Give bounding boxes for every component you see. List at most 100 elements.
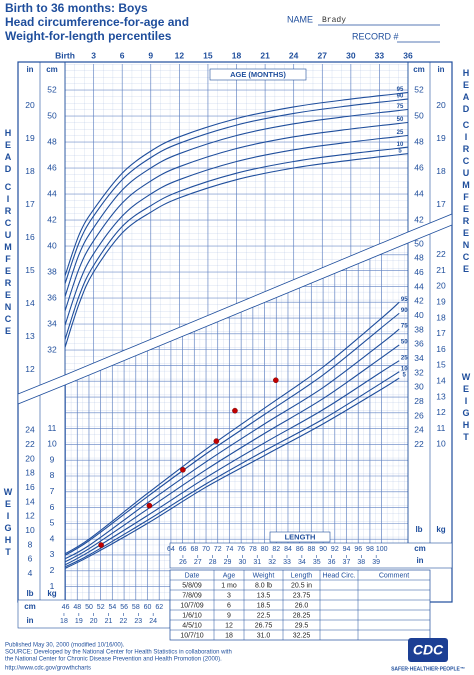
curve-label: 5 [398,148,402,154]
y2-tick-label: 19 [25,133,35,143]
table-header: Date [185,572,200,579]
curve-label: 90 [401,308,408,314]
x-tick-label: 33 [375,50,385,60]
y-tick-label: 2 [50,565,55,575]
y2-tick-label: 4 [28,568,33,578]
percentile-curve [65,312,400,559]
unit-label: lb [26,589,33,598]
x-tick-label: 74 [226,546,234,553]
y2-tick-label: 17 [25,199,35,209]
x2-tick-label: 19 [75,618,83,625]
table-cell: 10/7/09 [180,602,203,609]
side-label: HEAD [461,68,471,116]
table-header: Age [223,572,236,579]
table-frame [169,569,431,641]
curve-label: 90 [397,94,404,100]
measurement-point [213,438,220,444]
table-cell: 1/6/10 [182,612,202,619]
x-tick-label: 58 [132,604,140,611]
table-cell: 6 [227,602,231,609]
percentile-curve [65,344,400,565]
unit-label: cm [413,65,425,74]
x-tick-label: 100 [376,546,388,553]
table-cell: 18.5 [257,602,271,609]
x-tick-label: 3 [91,50,96,60]
axis-label-box [269,531,331,543]
table-cell: 28.25 [293,612,311,619]
x-tick-label: 64 [167,546,175,553]
footer-text: http://www.cdc.gov/growthcharts [5,666,91,672]
curve-label: 10 [397,142,404,148]
x2-tick-label: 37 [343,559,351,566]
y2-tick-label: 6 [28,554,33,564]
y-tick-label: 8 [50,470,55,480]
x-tick-label: 76 [237,546,245,553]
percentile-curve [65,377,400,572]
percentile-curve [65,146,408,340]
y2-tick-label: 38 [414,324,424,334]
axis-label-box [209,68,307,81]
y-tick-label: 16 [436,344,446,354]
unit-label: kg [47,589,56,598]
unit-label: cm [24,602,36,611]
y2-tick-label: 42 [414,296,424,306]
record-table: Date Age Weight Length Head Circ. Comment 5/8/… [169,569,431,641]
footer-text: Published May 30, 2000 (modified 10/16/0… [5,643,125,649]
y-tick-label: 46 [47,162,57,172]
y-tick-label: 44 [414,188,424,198]
x-tick-label: 52 [97,604,105,611]
y-tick-label: 36 [47,292,57,302]
table-header: Weight [253,572,275,579]
curve-label: 75 [401,324,408,330]
y-tick-label: 38 [47,266,57,276]
y2-tick-label: 8 [28,539,33,549]
y2-tick-label: 34 [414,353,424,363]
x-axis-label: AGE (MONTHS) [230,70,286,79]
table-cell: 26.75 [255,622,273,629]
y-tick-label: 50 [414,110,424,120]
y-tick-label: 52 [47,84,57,94]
x2-tick-label: 36 [328,559,336,566]
y2-tick-label: 24 [414,425,424,435]
y2-tick-label: 22 [414,439,424,449]
y2-tick-label: 17 [436,199,446,209]
x-tick-label: Birth [55,50,75,60]
y-tick-label: 4 [50,533,55,543]
table-cell: 23.75 [293,592,311,599]
y-tick-label: 17 [436,328,446,338]
footer-text: SOURCE: Developed by the National Center… [5,650,232,656]
y-tick-label: 48 [414,136,424,146]
table-cell: 13.5 [257,592,271,599]
y2-tick-label: 13 [25,331,35,341]
curve-label: 95 [401,297,408,303]
y2-tick-label: 24 [25,425,35,435]
y-tick-label: 20 [436,281,446,291]
x2-tick-label: 34 [298,559,306,566]
x-tick-label: 78 [249,546,257,553]
y2-tick-label: 19 [436,133,446,143]
y2-tick-label: 22 [25,439,35,449]
unit-label: in [416,556,423,565]
measurement-point [146,502,153,509]
y-tick-label: 18 [436,312,446,322]
x2-tick-label: 22 [120,618,128,625]
table-cell: 12 [225,622,233,629]
y-tick-label: 42 [47,214,57,224]
x-tick-label: 62 [155,604,163,611]
table-cell: 4/5/10 [182,622,202,629]
y-tick-label: 46 [414,162,424,172]
y2-tick-label: 36 [414,339,424,349]
x-tick-label: 68 [190,546,198,553]
y2-tick-label: 26 [414,410,424,420]
y-tick-label: 34 [47,318,57,328]
percentile-curve [65,360,400,569]
x-tick-label: 54 [109,604,117,611]
y2-tick-label: 48 [414,253,424,263]
x2-tick-label: 28 [209,559,217,566]
x-tick-label: 27 [318,50,328,60]
table-cell: 5/8/09 [182,582,202,589]
x2-tick-label: 33 [283,559,291,566]
y-tick-label: 52 [414,84,424,94]
curve-label: 50 [401,339,408,345]
